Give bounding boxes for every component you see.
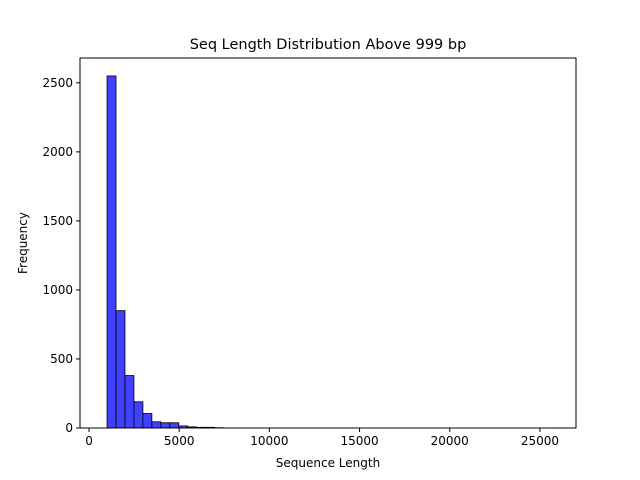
x-tick-label: 10000 xyxy=(250,434,288,448)
y-tick-label: 2500 xyxy=(42,76,73,90)
histogram-bar xyxy=(106,75,117,429)
x-tick-label: 15000 xyxy=(340,434,378,448)
y-tick-label: 1500 xyxy=(42,214,73,228)
histogram-bar xyxy=(124,375,135,429)
x-axis-ticks: 0 5000 10000 15000 20000 25000 xyxy=(85,428,559,448)
x-tick-label: 0 xyxy=(85,434,93,448)
histogram-bar xyxy=(169,422,180,429)
histogram-bar xyxy=(133,401,144,429)
histogram-bar xyxy=(160,422,171,429)
y-axis-label: Frequency xyxy=(16,212,30,274)
histogram-bar xyxy=(115,310,126,429)
y-tick-label: 1000 xyxy=(42,283,73,297)
y-tick-label: 0 xyxy=(65,421,73,435)
x-tick-label: 25000 xyxy=(521,434,559,448)
x-tick-label: 20000 xyxy=(431,434,469,448)
chart-title: Seq Length Distribution Above 999 bp xyxy=(190,37,467,53)
y-tick-label: 2000 xyxy=(42,145,73,159)
x-tick-label: 5000 xyxy=(164,434,195,448)
histogram-bar xyxy=(151,421,162,429)
x-axis-label: Sequence Length xyxy=(276,456,380,470)
histogram-bar xyxy=(142,413,153,429)
y-tick-label: 500 xyxy=(50,352,73,366)
plot-frame xyxy=(79,57,577,429)
y-axis-ticks: 0 500 1000 1500 2000 2500 xyxy=(42,76,80,435)
